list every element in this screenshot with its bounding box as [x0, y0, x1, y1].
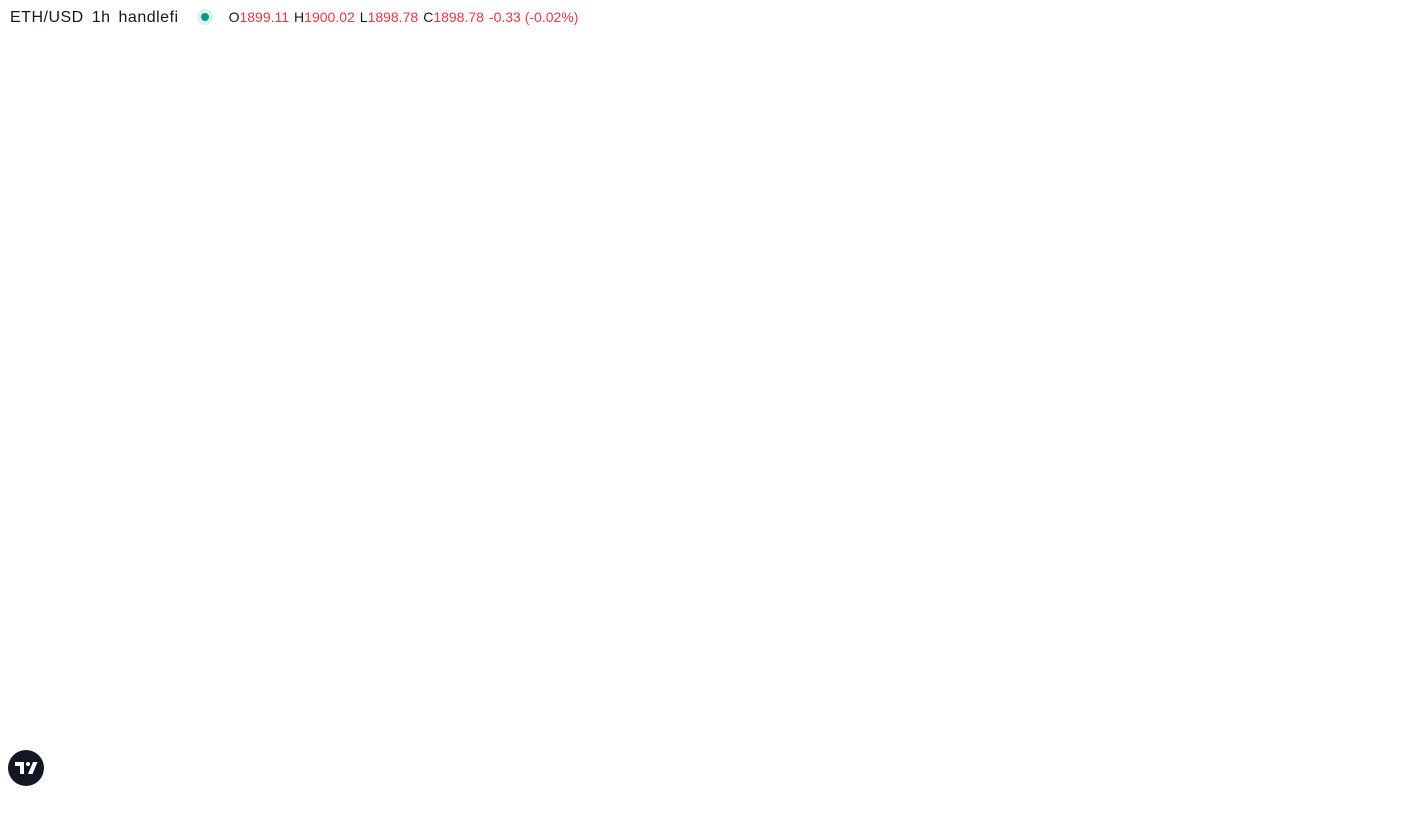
symbol: ETH/USD	[10, 9, 84, 26]
source: handlefi	[118, 9, 179, 26]
ohlc-label: L	[359, 9, 368, 25]
ohlc-value: 1898.78	[433, 9, 484, 25]
change: -0.33 (-0.02%)	[488, 9, 579, 25]
ohlc-label: C	[423, 9, 434, 25]
ohlc-label: H	[294, 9, 305, 25]
ohlc-label: O	[228, 9, 240, 25]
status-dot	[200, 13, 209, 21]
logo-glyph	[15, 762, 24, 774]
logo-glyph	[28, 762, 38, 774]
ohlc-value: 1899.11	[239, 9, 290, 25]
logo-circle	[8, 750, 44, 786]
ohlc-value: 1900.02	[304, 9, 355, 25]
logo-glyph	[26, 762, 30, 766]
interval: 1h	[91, 9, 111, 26]
tradingview-logo	[8, 750, 44, 786]
ohlc-value: 1898.78	[367, 9, 419, 25]
